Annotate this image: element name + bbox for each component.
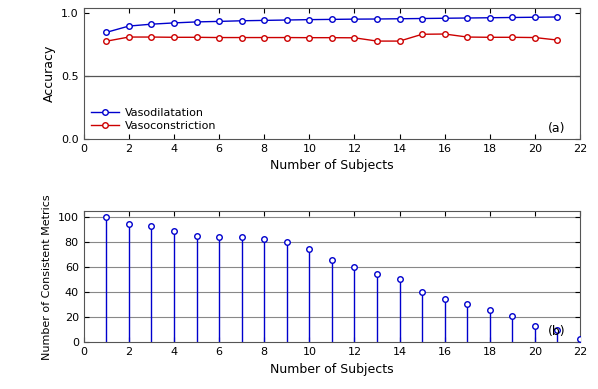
Line: Vasoconstriction: Vasoconstriction [103,31,560,44]
Vasodilatation [125,24,132,28]
Vasodilatation [238,18,245,23]
Vasodilatation [351,17,358,21]
Vasodilatation [328,17,335,22]
Vasodilatation [373,17,380,21]
Y-axis label: Accuracy: Accuracy [42,45,56,102]
Vasoconstriction [170,35,178,40]
Vasoconstriction [306,35,313,40]
Y-axis label: Number of Consistent Metrics: Number of Consistent Metrics [42,194,52,359]
Vasoconstriction [328,35,335,40]
Text: (b): (b) [548,325,565,338]
Vasodilatation [103,30,110,35]
Vasoconstriction [238,35,245,40]
Vasoconstriction [193,35,200,40]
Vasodilatation [463,16,471,20]
Vasoconstriction [396,39,403,44]
Vasoconstriction [463,35,471,39]
Vasoconstriction [532,35,539,40]
Vasoconstriction [148,35,155,39]
Vasoconstriction [509,35,516,40]
Vasodilatation [215,19,222,24]
Vasoconstriction [103,39,110,44]
Text: (a): (a) [548,122,565,135]
Vasodilatation [441,16,448,21]
Vasoconstriction [441,32,448,36]
Vasodilatation [419,16,426,21]
Vasodilatation [148,22,155,26]
Vasoconstriction [215,35,222,40]
Line: Vasodilatation: Vasodilatation [103,14,560,35]
Vasoconstriction [261,35,268,40]
Vasodilatation [554,15,561,19]
Vasoconstriction [283,35,291,40]
Vasoconstriction [125,35,132,39]
Vasoconstriction [419,32,426,37]
Vasodilatation [509,15,516,20]
Vasodilatation [170,21,178,25]
Vasodilatation [306,17,313,22]
Vasoconstriction [554,38,561,42]
Vasodilatation [193,19,200,24]
Vasodilatation [283,18,291,22]
X-axis label: Number of Subjects: Number of Subjects [270,159,393,172]
Vasodilatation [261,18,268,23]
Vasoconstriction [373,39,380,44]
Vasoconstriction [351,35,358,40]
Vasoconstriction [486,35,493,40]
Vasodilatation [486,16,493,20]
Legend: Vasodilatation, Vasoconstriction: Vasodilatation, Vasoconstriction [89,106,218,133]
Vasodilatation [532,15,539,19]
X-axis label: Number of Subjects: Number of Subjects [270,363,393,376]
Vasodilatation [396,16,403,21]
